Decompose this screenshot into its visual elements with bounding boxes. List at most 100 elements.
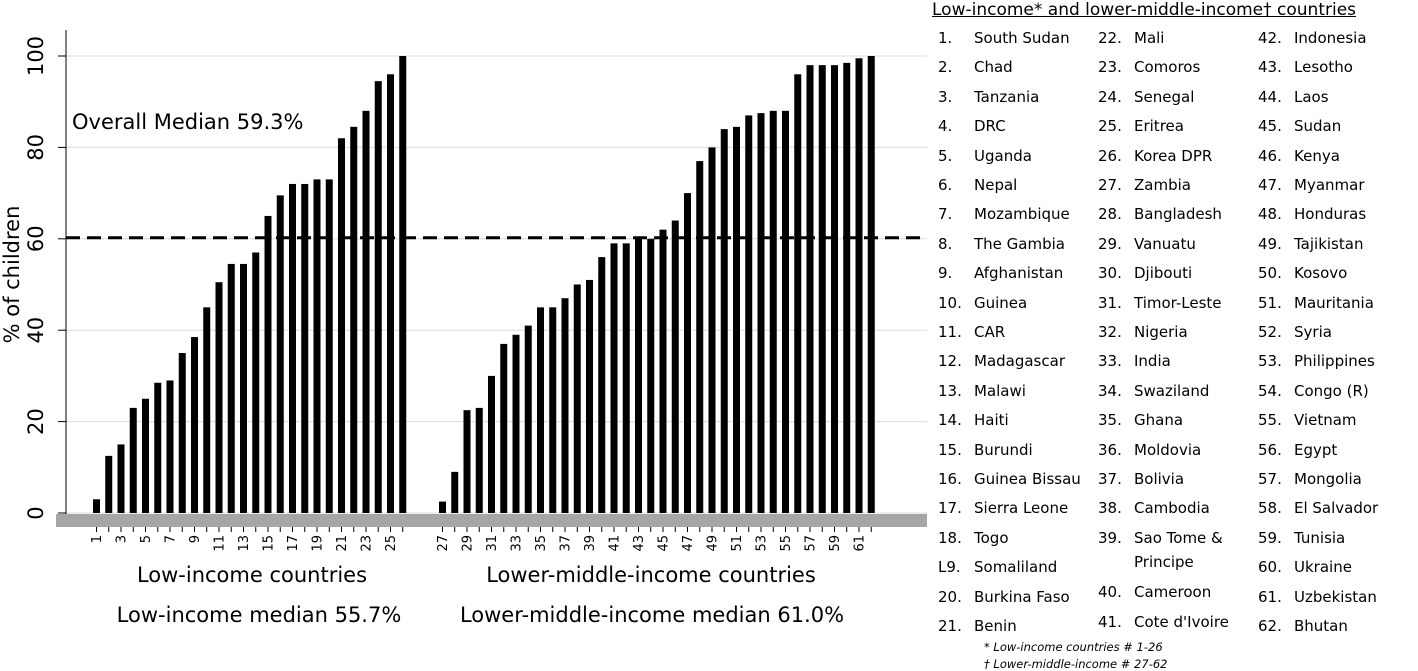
bar-country-43	[635, 238, 642, 514]
bar-country-53	[757, 113, 765, 513]
x-tick-label: 61	[853, 535, 868, 552]
legend-item: 30. Djibouti	[1098, 264, 1192, 282]
bar-country-59	[831, 65, 838, 513]
bar-country-19	[313, 179, 321, 513]
legend-item-country: Bangladesh	[1134, 205, 1222, 224]
x-tick-label: 41	[608, 535, 623, 552]
y-tick-label: 20	[24, 408, 48, 435]
legend-item-number: 55.	[1258, 411, 1282, 430]
legend-item-country: Tanzania	[974, 87, 1040, 106]
legend-item: 61. Uzbekistan	[1258, 588, 1377, 606]
legend-item-country: Guinea	[974, 293, 1028, 312]
legend-item-number: 51.	[1258, 293, 1282, 312]
bar-country-22	[350, 126, 358, 514]
legend-item-country: Philippines	[1294, 352, 1375, 371]
x-tick-label: 27	[436, 535, 451, 552]
country-legend: Low-income* and lower-middle-income† cou…	[928, 0, 1418, 671]
legend-item-country: Mozambique	[974, 205, 1070, 224]
legend-item-country: Lesotho	[1294, 58, 1353, 77]
legend-item-number: 41.	[1098, 612, 1122, 631]
legend-item: 58. El Salvador	[1258, 499, 1378, 517]
legend-item-number: L9.	[938, 558, 961, 577]
x-tick-label: 55	[779, 535, 794, 552]
legend-item: 5. Uganda	[938, 146, 1032, 165]
legend-item-country: Kenya	[1294, 146, 1340, 165]
y-tick-label: 0	[24, 506, 48, 519]
bar-country-16	[276, 195, 284, 513]
x-tick-label: 45	[657, 535, 672, 552]
y-tick-label: 60	[24, 225, 48, 252]
legend-item: 3. Tanzania	[938, 87, 1039, 106]
legend-item: 33. India	[1098, 352, 1171, 370]
bar-country-29	[463, 410, 471, 513]
legend-item-country: South Sudan	[974, 29, 1070, 47]
bar-country-34	[524, 325, 532, 513]
bar-country-47	[684, 193, 691, 513]
legend-item: 53. Philippines	[1258, 352, 1375, 370]
x-tick-label: 25	[384, 535, 399, 552]
legend-item: 34. Swaziland	[1098, 381, 1209, 400]
legend-item-number: 17.	[938, 499, 962, 518]
legend-item: 7. Mozambique	[938, 205, 1070, 223]
x-axis-band	[56, 514, 927, 527]
x-tick-label: 15	[262, 535, 277, 552]
bar-country-57	[806, 65, 814, 513]
legend-item: 22. Mali	[1098, 29, 1164, 47]
legend-item-country: Eritrea	[1134, 117, 1184, 136]
bar-country-21	[338, 138, 345, 513]
legend-title: Low-income* and lower-middle-income† cou…	[932, 0, 1357, 20]
bar-country-36	[549, 307, 557, 513]
legend-item-number: 60.	[1258, 558, 1282, 577]
legend-item-number: 3.	[938, 87, 953, 106]
legend-item-country: Benin	[974, 617, 1017, 635]
legend-item-country: Tajikistan	[1294, 234, 1364, 253]
legend-item-country: Korea DPR	[1134, 146, 1213, 165]
legend-item-country: Nepal	[974, 176, 1018, 194]
legend-item-number: 34.	[1098, 381, 1122, 400]
bar-country-39	[586, 279, 593, 513]
legend-item-number: 22.	[1098, 29, 1122, 47]
legend-item-number: 8.	[938, 234, 953, 253]
legend-item-number: 44.	[1258, 87, 1282, 106]
legend-item-number: 1.	[938, 29, 953, 47]
bar-country-1	[93, 499, 100, 513]
legend-item: 48. Honduras	[1258, 205, 1366, 223]
footnote-lower-middle-income: † Lower-middle-income # 27-62	[984, 657, 1168, 671]
group-median-label: Lower-middle-income median 61.0%	[460, 603, 844, 627]
legend-item-country: Vanuatu	[1134, 234, 1196, 253]
bar-country-5	[142, 398, 149, 513]
x-tick-label: 35	[534, 535, 549, 552]
legend-item: L9. Somaliland	[938, 558, 1057, 577]
x-tick-label: 1	[90, 535, 105, 543]
legend-item-country: Timor-Leste	[1134, 293, 1222, 312]
legend-item-number: 29.	[1098, 234, 1122, 253]
legend-item-number: 52.	[1258, 323, 1282, 341]
legend-item: 15. Burundi	[938, 441, 1033, 459]
legend-item-country: Burundi	[974, 440, 1033, 459]
legend-item-number: 40.	[1098, 583, 1122, 602]
legend-item: 59. Tunisia	[1258, 529, 1345, 547]
legend-item: 16. Guinea Bissau	[938, 470, 1081, 488]
legend-item: 11. CAR	[938, 323, 1005, 341]
bar-country-49	[708, 147, 716, 513]
legend-item: 24. Senegal	[1098, 88, 1194, 106]
legend-item-country: Syria	[1294, 323, 1332, 341]
legend-item: 35. Ghana	[1098, 411, 1183, 429]
legend-item-country: Guinea Bissau	[974, 470, 1081, 488]
y-axis-label: % of children	[0, 206, 24, 344]
legend-item-country: Bhutan	[1294, 617, 1348, 635]
legend-item-country: Sierra Leone	[974, 499, 1069, 518]
legend-item: 52. Syria	[1258, 323, 1332, 341]
legend-item-number: 23.	[1098, 58, 1122, 77]
x-tick-label: 51	[730, 535, 745, 552]
legend-item: 62. Bhutan	[1258, 617, 1348, 635]
legend-item-number: 5.	[938, 146, 953, 165]
bar-country-27	[439, 501, 446, 513]
legend-item: 38. Cambodia	[1098, 499, 1210, 517]
legend-item-country: Indonesia	[1294, 29, 1367, 47]
legend-item-number: 31.	[1098, 293, 1122, 312]
legend-item-country: Togo	[974, 528, 1009, 547]
legend-item: 54. Congo (R)	[1258, 382, 1369, 400]
legend-item: 51. Mauritania	[1258, 293, 1374, 312]
